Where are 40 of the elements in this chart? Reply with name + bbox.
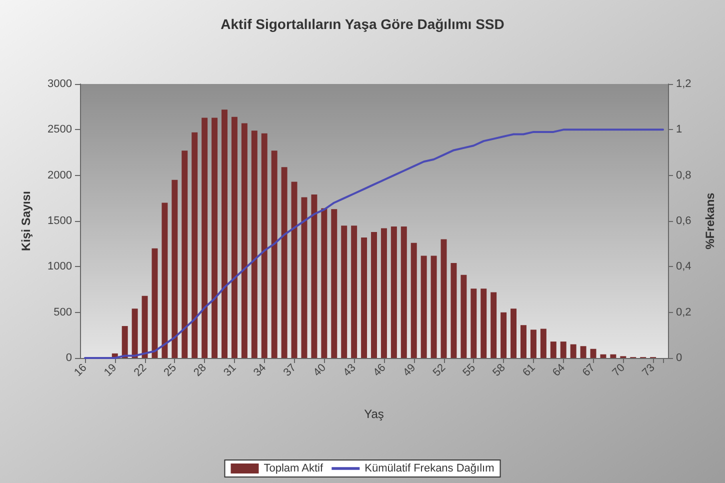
x-tick-label: 40 (311, 362, 328, 379)
y2-tick-label: 0,6 (676, 215, 692, 227)
y2-tick-label: 1,2 (676, 78, 692, 90)
chart-title: Aktif Sigortalıların Yaşa Göre Dağılımı SSD (220, 16, 504, 32)
y2-axis-title: %Frekans (703, 192, 717, 250)
x-tick-label: 67 (580, 362, 598, 379)
x-tick-label: 73 (640, 362, 658, 379)
x-tick-label: 19 (102, 362, 120, 379)
x-tick-label: 49 (400, 362, 418, 379)
y-tick-label: 500 (54, 306, 72, 318)
y2-tick-label: 0,2 (676, 306, 692, 318)
y2-tick-label: 0,8 (676, 169, 692, 182)
y-tick-label: 3000 (48, 78, 72, 90)
x-tick-label: 64 (550, 362, 568, 379)
x-tick-label: 58 (490, 362, 508, 379)
x-tick-label: 52 (430, 362, 448, 379)
x-tick-label: 43 (341, 362, 358, 379)
x-tick-label: 37 (281, 362, 299, 379)
y-tick-label: 2000 (48, 169, 72, 182)
x-tick-label: 46 (371, 362, 388, 379)
y2-tick-label: 0 (676, 352, 682, 364)
y2-tick-label: 1 (676, 124, 682, 136)
y-tick-label: 1500 (48, 215, 72, 227)
y-tick-label: 1000 (48, 260, 72, 273)
x-tick-label: 16 (72, 362, 90, 379)
y-axis-title: Kişi Sayısı (19, 190, 33, 252)
x-tick-label: 34 (251, 362, 269, 379)
y2-tick-label: 0,4 (676, 260, 692, 273)
x-tick-label: 25 (162, 362, 179, 379)
x-tick-label: 61 (520, 362, 538, 379)
y-tick-label: 0 (66, 352, 72, 364)
legend-label: Kümülatif Frekans Dağılım (364, 462, 494, 474)
x-tick-label: 22 (132, 362, 150, 379)
y-tick-label: 2500 (48, 124, 72, 136)
legend-label: Toplam Aktif (264, 462, 324, 474)
x-tick-label: 55 (460, 362, 478, 379)
x-tick-label: 70 (610, 362, 628, 379)
x-axis-title: Yaş (364, 407, 384, 421)
x-tick-label: 31 (222, 362, 239, 379)
x-tick-label: 28 (192, 362, 209, 379)
